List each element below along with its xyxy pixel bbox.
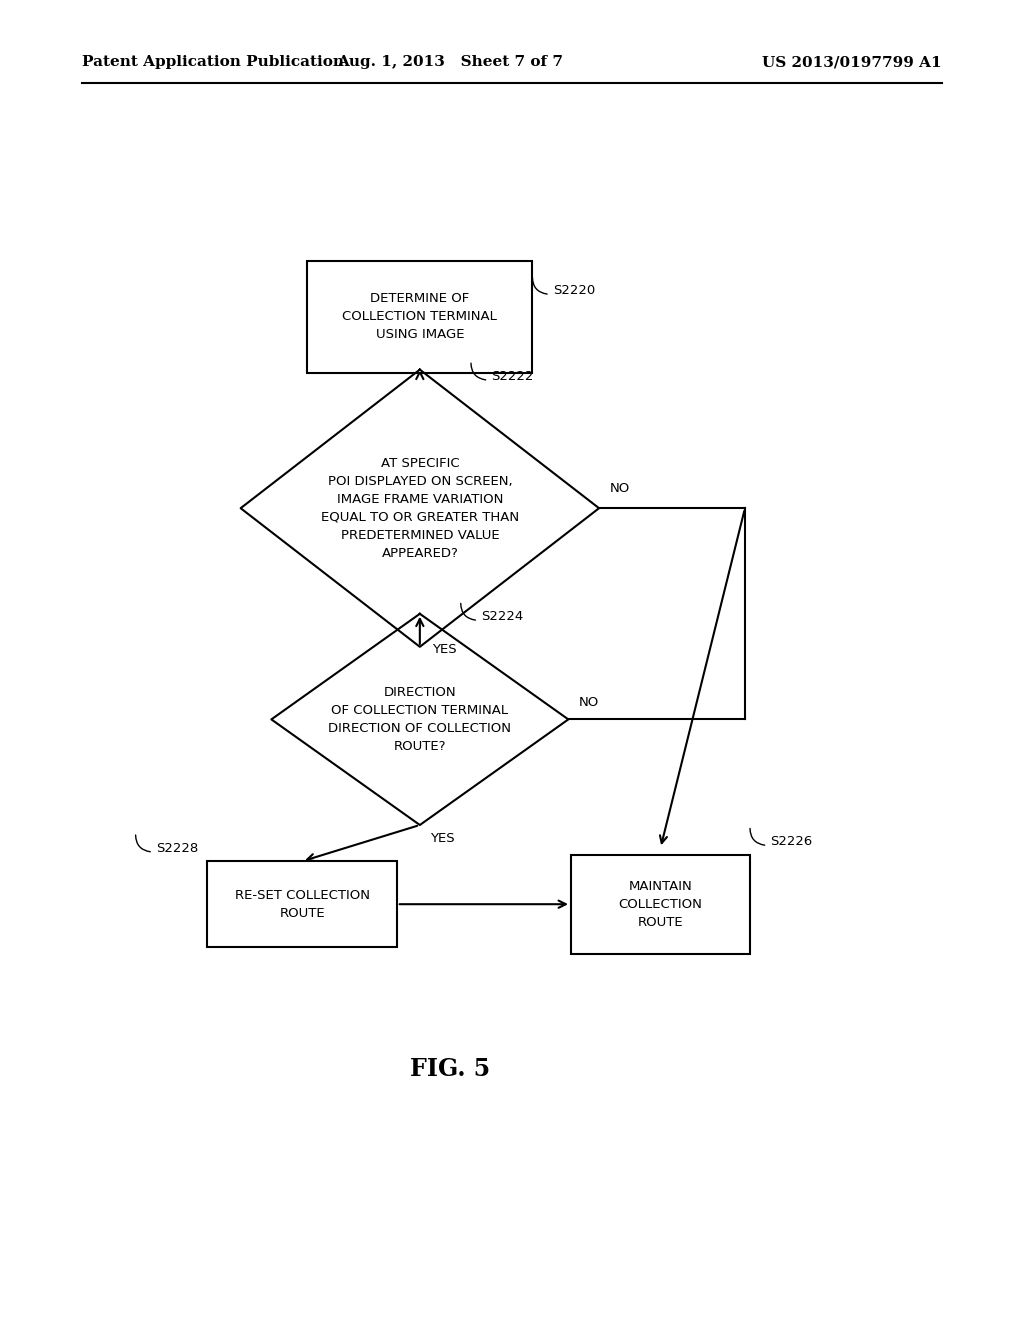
Text: S2226: S2226 [771, 836, 813, 847]
Text: DETERMINE OF
COLLECTION TERMINAL
USING IMAGE: DETERMINE OF COLLECTION TERMINAL USING I… [342, 292, 498, 342]
Text: S2228: S2228 [156, 842, 199, 854]
Text: RE-SET COLLECTION
ROUTE: RE-SET COLLECTION ROUTE [234, 888, 370, 920]
Text: NO: NO [609, 482, 630, 495]
Text: US 2013/0197799 A1: US 2013/0197799 A1 [763, 55, 942, 70]
Text: AT SPECIFIC
POI DISPLAYED ON SCREEN,
IMAGE FRAME VARIATION
EQUAL TO OR GREATER T: AT SPECIFIC POI DISPLAYED ON SCREEN, IMA… [321, 457, 519, 560]
Text: Aug. 1, 2013   Sheet 7 of 7: Aug. 1, 2013 Sheet 7 of 7 [338, 55, 563, 70]
Bar [307, 261, 532, 372]
Text: S2222: S2222 [492, 370, 534, 383]
Bar [207, 862, 396, 948]
Text: Patent Application Publication: Patent Application Publication [82, 55, 344, 70]
Text: S2224: S2224 [481, 610, 523, 623]
Text: YES: YES [432, 643, 457, 656]
Bar [571, 855, 750, 953]
Text: YES: YES [430, 832, 455, 845]
Text: S2220: S2220 [553, 284, 595, 297]
Text: DIRECTION
OF COLLECTION TERMINAL
DIRECTION OF COLLECTION
ROUTE?: DIRECTION OF COLLECTION TERMINAL DIRECTI… [329, 686, 511, 752]
Text: NO: NO [579, 696, 599, 709]
Text: MAINTAIN
COLLECTION
ROUTE: MAINTAIN COLLECTION ROUTE [618, 879, 702, 929]
Text: FIG. 5: FIG. 5 [411, 1057, 490, 1081]
